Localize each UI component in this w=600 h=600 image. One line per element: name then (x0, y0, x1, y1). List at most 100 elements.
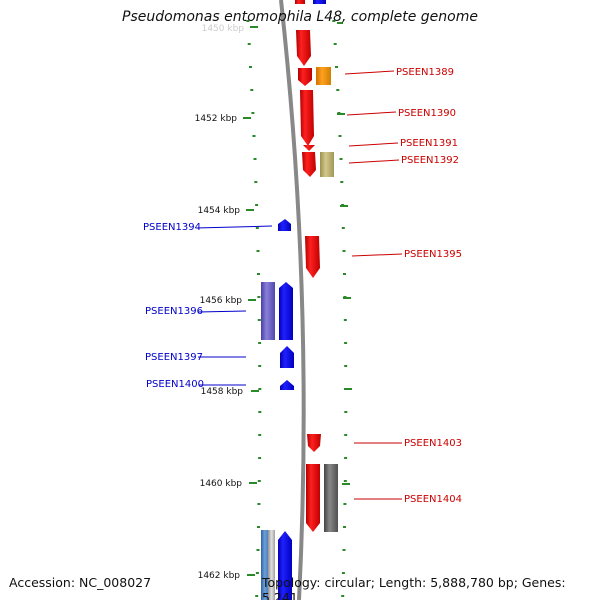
minor-tick (257, 503, 261, 505)
minor-tick (344, 434, 348, 436)
outer-track-ticks (337, 22, 352, 485)
minor-tick (340, 181, 344, 183)
scale-label-1462: 1462 kbp (198, 571, 241, 581)
minor-tick (333, 43, 337, 45)
gene-arrow-pseen1396[interactable] (279, 282, 293, 340)
minor-tick (343, 503, 347, 505)
gene-label-pseen1394[interactable]: PSEEN1394 (143, 222, 201, 233)
leader-line-pseen1390 (346, 111, 397, 116)
gene-arrow-pseen1404[interactable] (324, 464, 338, 532)
gene-label-pseen1395[interactable]: PSEEN1395 (404, 249, 462, 260)
minor-tick (332, 20, 336, 22)
minor-tick (254, 181, 258, 183)
minor-tick (255, 595, 259, 597)
leader-line-pseen1392 (348, 159, 400, 164)
minor-tick (257, 273, 260, 275)
gene-arrow[interactable] (296, 30, 311, 66)
gene-arrow[interactable] (278, 531, 292, 600)
minor-tick (343, 480, 347, 482)
minor-tick (247, 43, 251, 45)
gene-label-pseen1390[interactable]: PSEEN1390 (398, 108, 456, 119)
minor-tick (339, 158, 343, 160)
minor-tick (341, 595, 345, 597)
topology-text: Topology: circular; Length: 5,888,780 bp… (262, 575, 566, 600)
scale-label-1456: 1456 kbp (200, 296, 243, 306)
gene-label-pseen1404[interactable]: PSEEN1404 (404, 494, 462, 505)
minor-tick (249, 66, 252, 68)
minor-tick (336, 89, 340, 91)
gene-label-pseen1397[interactable]: PSEEN1397 (145, 352, 203, 363)
minor-tick (251, 112, 255, 114)
minor-tick (335, 66, 338, 68)
leader-line-pseen1394 (195, 225, 273, 229)
accession-text: Accession: NC_008027 (9, 575, 152, 590)
gene-arrow-pseen1389[interactable] (298, 68, 312, 86)
gene-arrow-pseen1394[interactable] (278, 219, 291, 231)
gene-arrow-pseen1396[interactable] (261, 282, 275, 340)
gene-label-pseen1396[interactable]: PSEEN1396 (145, 306, 203, 317)
minor-tick (256, 250, 260, 252)
gene-label-pseen1391[interactable]: PSEEN1391 (400, 138, 458, 149)
leader-line-pseen1389 (344, 70, 395, 75)
minor-tick (258, 434, 262, 436)
gene-label-pseen1392[interactable]: PSEEN1392 (401, 155, 459, 166)
gene-arrow-pseen1389[interactable] (316, 67, 331, 85)
minor-tick (257, 319, 261, 321)
minor-tick (343, 319, 347, 321)
minor-tick (344, 342, 348, 344)
minor-tick (258, 388, 262, 390)
minor-tick (257, 526, 260, 528)
scale-label-1454: 1454 kbp (198, 206, 241, 216)
gene-label-pseen1389[interactable]: PSEEN1389 (396, 67, 454, 78)
minor-tick (342, 549, 346, 551)
gene-arrow-pseen1390[interactable] (300, 90, 314, 146)
scale-ticks: 1450 kbp 1452 kbp 1454 kbp 1456 kbp 1458… (195, 24, 259, 581)
minor-tick (258, 342, 262, 344)
reverse-genes (261, 219, 294, 600)
minor-tick (253, 158, 257, 160)
minor-tick (255, 204, 259, 206)
minor-tick (258, 457, 262, 459)
scale-label-1460: 1460 kbp (200, 479, 243, 489)
leader-line-pseen1391 (348, 142, 399, 147)
minor-tick (246, 20, 250, 22)
gene-arrow-pseen1392[interactable] (320, 152, 334, 177)
minor-tick (258, 411, 262, 413)
minor-tick (250, 89, 254, 91)
gene-label-pseen1403[interactable]: PSEEN1403 (404, 438, 462, 449)
reverse-gene-labels: PSEEN1394 PSEEN1396 PSEEN1397 PSEEN1400 (143, 222, 273, 390)
minor-tick (252, 135, 256, 137)
gene-arrow[interactable] (268, 530, 275, 600)
gene-arrow-pseen1404[interactable] (306, 464, 320, 532)
gene-arrow-pseen1403[interactable] (307, 434, 321, 452)
minor-tick (258, 365, 262, 367)
leader-line-pseen1396 (197, 310, 247, 313)
gene-arrow[interactable] (295, 0, 305, 4)
minor-tick (256, 549, 260, 551)
minor-tick (343, 526, 346, 528)
forward-genes (295, 0, 338, 532)
scale-label-1452: 1452 kbp (195, 114, 238, 124)
tick-ladders (246, 20, 348, 597)
gene-arrow-pseen1395[interactable] (305, 236, 320, 278)
minor-tick (341, 572, 345, 574)
genome-backbone (279, 0, 306, 600)
minor-tick (338, 135, 342, 137)
gene-arrow-pseen1400[interactable] (280, 380, 294, 390)
gene-arrow-pseen1391[interactable] (303, 145, 315, 151)
gene-arrow-pseen1397[interactable] (280, 346, 294, 368)
minor-tick (344, 365, 348, 367)
minor-tick (257, 296, 261, 298)
map-title: Pseudomonas entomophila L48, complete ge… (122, 9, 478, 25)
minor-tick (344, 411, 348, 413)
leader-line-pseen1395 (351, 253, 403, 257)
gene-arrow[interactable] (313, 0, 326, 4)
minor-tick (344, 457, 348, 459)
gene-arrow-pseen1392[interactable] (302, 152, 316, 177)
scale-label-1450: 1450 kbp (202, 24, 245, 34)
gene-arrow[interactable] (261, 530, 270, 600)
minor-tick (255, 572, 259, 574)
gene-label-pseen1400[interactable]: PSEEN1400 (146, 379, 204, 390)
